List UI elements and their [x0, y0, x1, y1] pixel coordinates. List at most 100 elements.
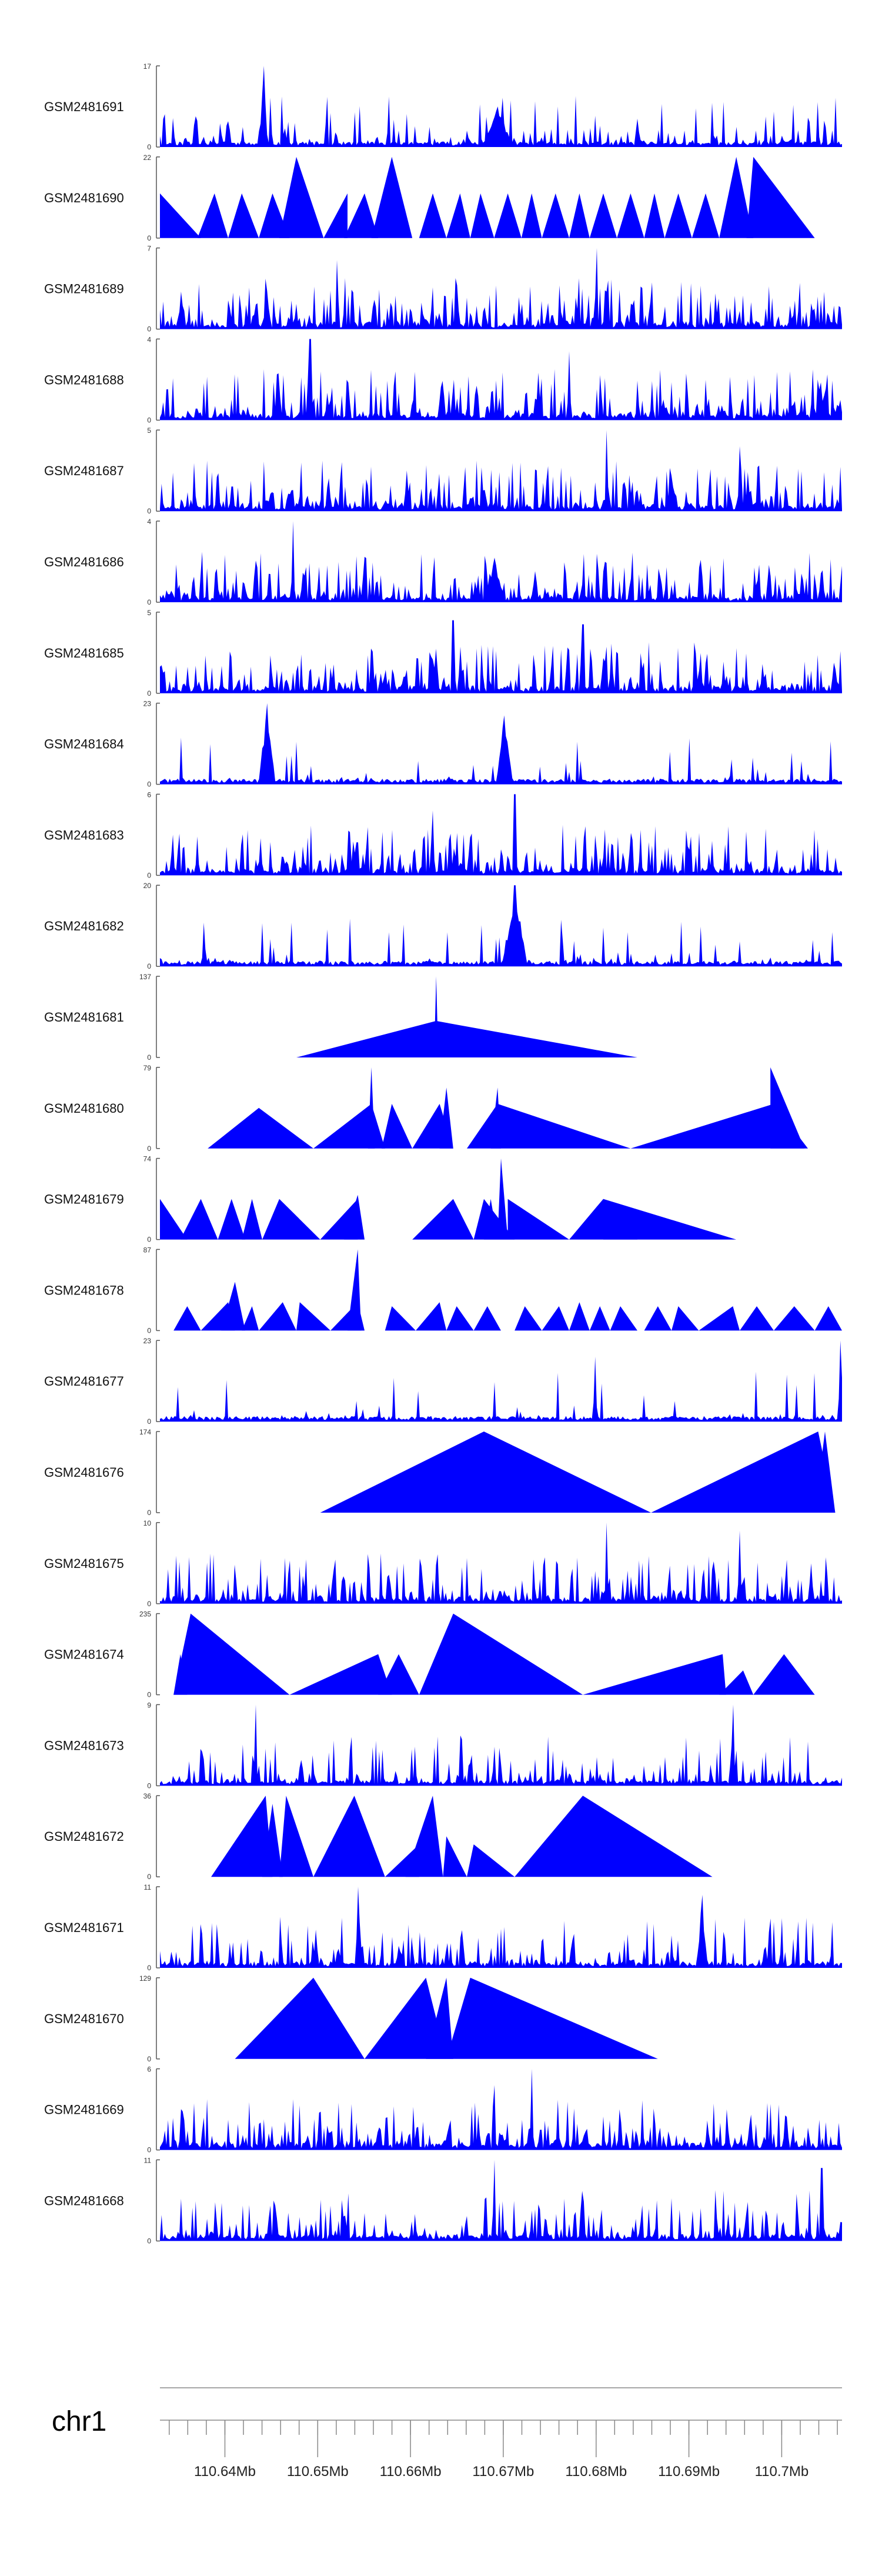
track-GSM2481668: GSM2481668 11 0 — [44, 2156, 842, 2245]
track-GSM2481676: GSM2481676 174 0 — [44, 1428, 836, 1517]
y-max-label: 36 — [143, 1792, 152, 1800]
y-max-label: 74 — [143, 1155, 152, 1163]
y-max-label: 174 — [139, 1428, 151, 1436]
coverage-signal — [160, 885, 842, 967]
track-GSM2481682: GSM2481682 20 0 — [44, 882, 842, 970]
coverage-segment — [467, 1103, 631, 1149]
track-GSM2481669: GSM2481669 6 0 — [44, 2066, 842, 2154]
y-max-label: 22 — [143, 154, 152, 162]
coverage-segment — [617, 193, 644, 238]
coverage-segment — [320, 1432, 652, 1513]
track-GSM2481690: GSM2481690 22 0 — [44, 154, 815, 242]
track-GSM2481688: GSM2481688 4 0 — [44, 335, 842, 424]
coverage-signal — [160, 703, 842, 785]
coverage-segment — [569, 193, 590, 238]
coverage-segment — [514, 1796, 713, 1877]
y-max-label: 23 — [143, 700, 152, 708]
y-max-label: 11 — [144, 2156, 152, 2164]
y-max-label: 10 — [143, 1519, 152, 1527]
coverage-segment — [180, 1199, 218, 1240]
track-GSM2481691: GSM2481691 17 0 — [44, 62, 842, 151]
coverage-signal — [160, 1340, 842, 1422]
track-GSM2481678: GSM2481678 87 0 — [44, 1246, 842, 1334]
y-min-label: 0 — [147, 780, 151, 789]
coverage-segment — [814, 1306, 842, 1331]
coverage-segment — [497, 1158, 508, 1240]
y-min-label: 0 — [147, 962, 151, 970]
coverage-segment — [382, 1103, 413, 1149]
coverage-segment — [467, 1844, 515, 1877]
track-label: GSM2481669 — [44, 2103, 124, 2117]
y-max-label: 20 — [143, 882, 152, 890]
coverage-segment — [470, 193, 495, 238]
axis-tick-label: 110.68Mb — [565, 2464, 627, 2480]
track-label: GSM2481682 — [44, 919, 124, 933]
coverage-segment — [235, 1977, 365, 2059]
y-min-label: 0 — [147, 1964, 151, 1972]
coverage-segment — [664, 193, 692, 238]
y-min-label: 0 — [147, 2146, 151, 2154]
y-min-label: 0 — [147, 1873, 151, 1881]
coverage-segment — [173, 1613, 290, 1695]
y-min-label: 0 — [147, 689, 151, 698]
y-max-label: 4 — [147, 335, 151, 343]
track-label: GSM2481686 — [44, 555, 124, 569]
track-layer: GSM2481691170GSM2481690220GSM248168970GS… — [44, 62, 842, 2245]
track-label: GSM2481685 — [44, 646, 124, 660]
y-min-label: 0 — [147, 507, 151, 515]
coverage-segment — [173, 1654, 188, 1695]
coverage-signal — [160, 1887, 842, 1968]
coverage-segment — [412, 1199, 474, 1240]
track-label: GSM2481670 — [44, 2011, 124, 2026]
track-GSM2481686: GSM2481686 4 0 — [44, 518, 842, 606]
coverage-segment — [385, 1306, 416, 1331]
y-max-label: 6 — [147, 790, 151, 799]
track-label: GSM2481683 — [44, 827, 124, 842]
track-label: GSM2481677 — [44, 1374, 124, 1389]
coverage-segment — [770, 1067, 805, 1149]
coverage-segment — [651, 1432, 836, 1513]
coverage-segment — [603, 1199, 737, 1240]
axis-tick-label: 110.65Mb — [287, 2464, 349, 2480]
y-max-label: 6 — [147, 2066, 151, 2074]
coverage-segment — [296, 1020, 637, 1057]
y-max-label: 87 — [143, 1246, 152, 1254]
track-GSM2481683: GSM2481683 6 0 — [44, 790, 842, 879]
coverage-segment — [583, 1654, 726, 1695]
coverage-segment — [197, 193, 228, 238]
y-min-label: 0 — [147, 1600, 151, 1608]
coverage-segment — [405, 1796, 443, 1877]
track-GSM2481687: GSM2481687 5 0 — [44, 426, 842, 515]
coverage-segment — [323, 193, 348, 238]
coverage-segment — [514, 1306, 542, 1331]
axis-tick-label: 110.64Mb — [194, 2464, 256, 2480]
track-GSM2481674: GSM2481674 235 0 — [44, 1610, 815, 1699]
coverage-segment — [221, 1282, 245, 1331]
coverage-segment — [262, 1804, 283, 1877]
coverage-segment — [699, 1306, 740, 1331]
y-max-label: 11 — [144, 1883, 152, 1891]
y-min-label: 0 — [147, 1781, 151, 1790]
coverage-segment — [259, 1302, 296, 1331]
coverage-segment — [211, 1796, 273, 1877]
coverage-segment — [419, 193, 447, 238]
coverage-segment — [242, 1199, 262, 1240]
y-min-label: 0 — [147, 1691, 151, 1699]
coverage-signal — [160, 521, 842, 602]
track-GSM2481685: GSM2481685 5 0 — [44, 609, 842, 698]
coverage-segment — [473, 1306, 501, 1331]
axis-tick-label: 110.7Mb — [755, 2464, 809, 2480]
chromosome-label: chr1 — [52, 2406, 106, 2437]
track-label: GSM2481672 — [44, 1829, 124, 1844]
track-label: GSM2481671 — [44, 1920, 124, 1935]
coverage-segment — [368, 1067, 375, 1149]
track-GSM2481670: GSM2481670 129 0 — [44, 1974, 658, 2063]
coverage-segment — [446, 193, 470, 238]
coverage-segment — [484, 1199, 498, 1240]
track-label: GSM2481691 — [44, 99, 124, 114]
coverage-segment — [691, 193, 720, 238]
coverage-segment — [344, 1194, 365, 1240]
coverage-segment — [365, 1977, 447, 2059]
y-max-label: 137 — [139, 973, 151, 981]
y-min-label: 0 — [147, 598, 151, 606]
